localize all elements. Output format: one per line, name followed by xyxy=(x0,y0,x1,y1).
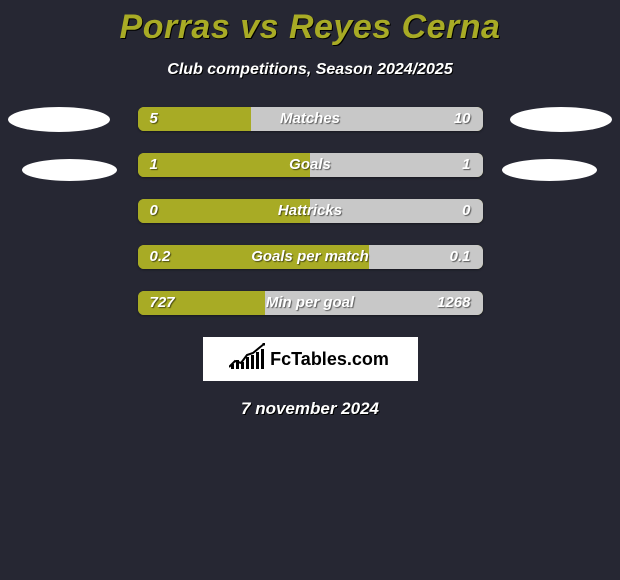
date-label: 7 november 2024 xyxy=(0,399,620,419)
logo-bar xyxy=(251,355,254,369)
stats-stage: 510Matches 11Goals 00Hattricks 0.20.1Goals … xyxy=(0,107,620,419)
player-photo-placeholder xyxy=(502,159,597,181)
logo-bar xyxy=(241,362,244,369)
stat-row: 510Matches xyxy=(138,107,483,131)
logo-bar xyxy=(231,364,234,369)
stat-row: 11Goals xyxy=(138,153,483,177)
logo-bar xyxy=(261,349,264,369)
comparison-card: Porras vs Reyes Cerna Club competitions,… xyxy=(0,0,620,580)
page-title: Porras vs Reyes Cerna xyxy=(0,0,620,47)
player-photo-placeholder xyxy=(8,107,110,132)
player-photo-placeholder xyxy=(22,159,117,181)
logo-bar xyxy=(236,360,239,369)
logo-bars-icon xyxy=(231,349,264,369)
stat-label: Matches xyxy=(138,107,483,131)
logo-bar xyxy=(256,352,259,369)
logo-bar xyxy=(246,357,249,369)
stat-row: 0.20.1Goals per match xyxy=(138,245,483,269)
logo-text: FcTables.com xyxy=(270,349,389,370)
subtitle: Club competitions, Season 2024/2025 xyxy=(0,61,620,79)
source-logo: FcTables.com xyxy=(203,337,418,381)
stat-label: Min per goal xyxy=(138,291,483,315)
stat-row: 00Hattricks xyxy=(138,199,483,223)
player-photo-placeholder xyxy=(510,107,612,132)
stat-label: Goals xyxy=(138,153,483,177)
stat-row: 7271268Min per goal xyxy=(138,291,483,315)
stat-label: Hattricks xyxy=(138,199,483,223)
stat-label: Goals per match xyxy=(138,245,483,269)
